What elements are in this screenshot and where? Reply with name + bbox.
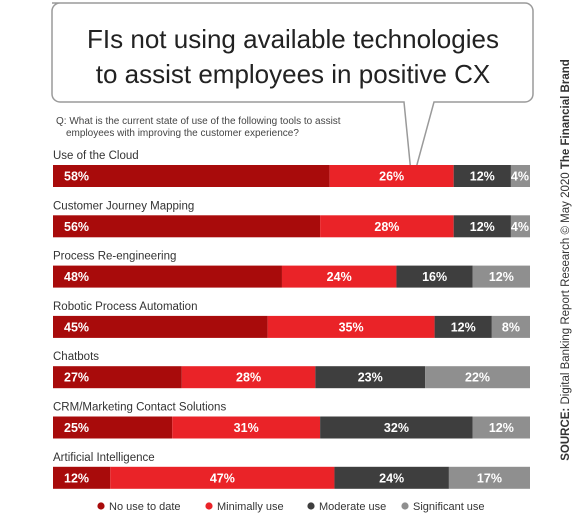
category-label: Artificial Intelligence [53,452,155,464]
title-callout: FIs not using available technologies to … [51,2,534,184]
bar-segment [53,165,330,187]
bar-segment [281,265,397,288]
bar-row: Chatbots 27% 28% 23% 22% [53,351,530,389]
source-credit: SOURCE: Digital Banking Report Research … [556,16,576,504]
data-label: 31% [234,421,259,435]
data-label: 26% [379,170,404,184]
legend-marker [205,502,213,510]
bar-segment [472,265,530,288]
data-label: 12% [64,471,89,485]
data-label: 28% [236,371,261,385]
legend-item: Significant use [401,501,485,513]
data-label: 12% [489,270,514,284]
data-label: 12% [451,320,476,334]
bar-segment [53,466,111,489]
data-label: 32% [384,421,409,435]
legend-item: Minimally use [205,501,284,513]
source-label: SOURCE: [560,407,572,461]
legend-label: No use to date [109,501,181,513]
legend-label: Minimally use [217,501,284,513]
source-text: Digital Banking Report Research © May 20… [560,169,572,408]
data-label: 25% [64,421,89,435]
legend-marker [307,502,315,510]
bar-segment [453,215,511,238]
data-label: 12% [489,421,514,435]
bar-segment [320,215,454,238]
question-line-1: Q: What is the current state of use of t… [56,116,341,127]
data-label: 27% [64,371,89,385]
data-label: 4% [511,220,529,234]
bar-row: Process Re-engineering 48% 24% 16% 12% [53,251,530,288]
bar-segment [396,265,473,288]
category-label: Process Re-engineering [53,251,176,263]
bar-segment [334,466,449,489]
legend-item: Moderate use [307,501,386,513]
bar-segment [320,416,473,439]
bar-segment [267,315,435,338]
data-label: 58% [64,170,89,184]
bar-segment [510,215,530,238]
bar-segment [110,466,335,489]
bar-segment [453,165,511,187]
legend-label: Moderate use [319,501,386,513]
data-label: 17% [477,471,502,485]
data-label: 8% [502,320,520,334]
data-label: 56% [64,220,89,234]
bar-segment [53,265,282,288]
bar-row: CRM/Marketing Contact Solutions 25% 31% 32%… [53,402,530,439]
data-label: 35% [339,320,364,334]
bar-segment [181,366,316,389]
bar-row: Robotic Process Automation 45% 35% 12% 8% [53,301,530,338]
data-label: 48% [64,270,89,284]
bar-segment [315,366,426,389]
bar-segment [53,315,268,338]
data-label: 28% [374,220,399,234]
bar-segment [53,366,182,389]
source-brand: The Financial Brand [560,59,572,170]
legend-marker [97,502,105,510]
title-line-1: FIs not using available technologies [87,24,499,54]
bar-segment [510,165,530,187]
legend-item: No use to date [97,501,181,513]
data-label: 24% [327,270,352,284]
bar-row: Use of the Cloud 58% 26% 12% 4% [53,150,530,187]
bar-segment [472,416,530,439]
data-label: 22% [465,371,490,385]
category-label: Customer Journey Mapping [53,200,194,212]
data-label: 16% [422,270,447,284]
data-label: 45% [64,320,89,334]
question-line-2: employees with improving the customer ex… [66,128,299,139]
category-label: Robotic Process Automation [53,301,197,313]
bar-row: Artificial Intelligence 12% 47% 24% 17% [53,452,530,489]
bar-row: Customer Journey Mapping 56% 28% 12% 4% [53,200,530,238]
data-label: 23% [358,371,383,385]
data-label: 47% [210,471,235,485]
bar-segment [425,366,530,389]
category-label: CRM/Marketing Contact Solutions [53,402,226,414]
bar-segment [53,215,321,238]
category-label: Chatbots [53,351,99,363]
data-label: 12% [470,220,495,234]
data-label: 4% [511,170,529,184]
legend-marker [401,502,409,510]
data-label: 24% [379,471,404,485]
legend-label: Significant use [413,501,485,513]
category-label: Use of the Cloud [53,150,139,162]
bar-segment [434,315,492,338]
bar-segment [448,466,530,489]
title-line-2: to assist employees in positive CX [96,59,491,89]
bar-segment [53,416,173,439]
bar-segment [491,315,530,338]
bar-segment [172,416,321,439]
bar-segment [329,165,454,187]
legend: No use to date Minimally use Moderate use S… [97,501,485,513]
data-label: 12% [470,170,495,184]
